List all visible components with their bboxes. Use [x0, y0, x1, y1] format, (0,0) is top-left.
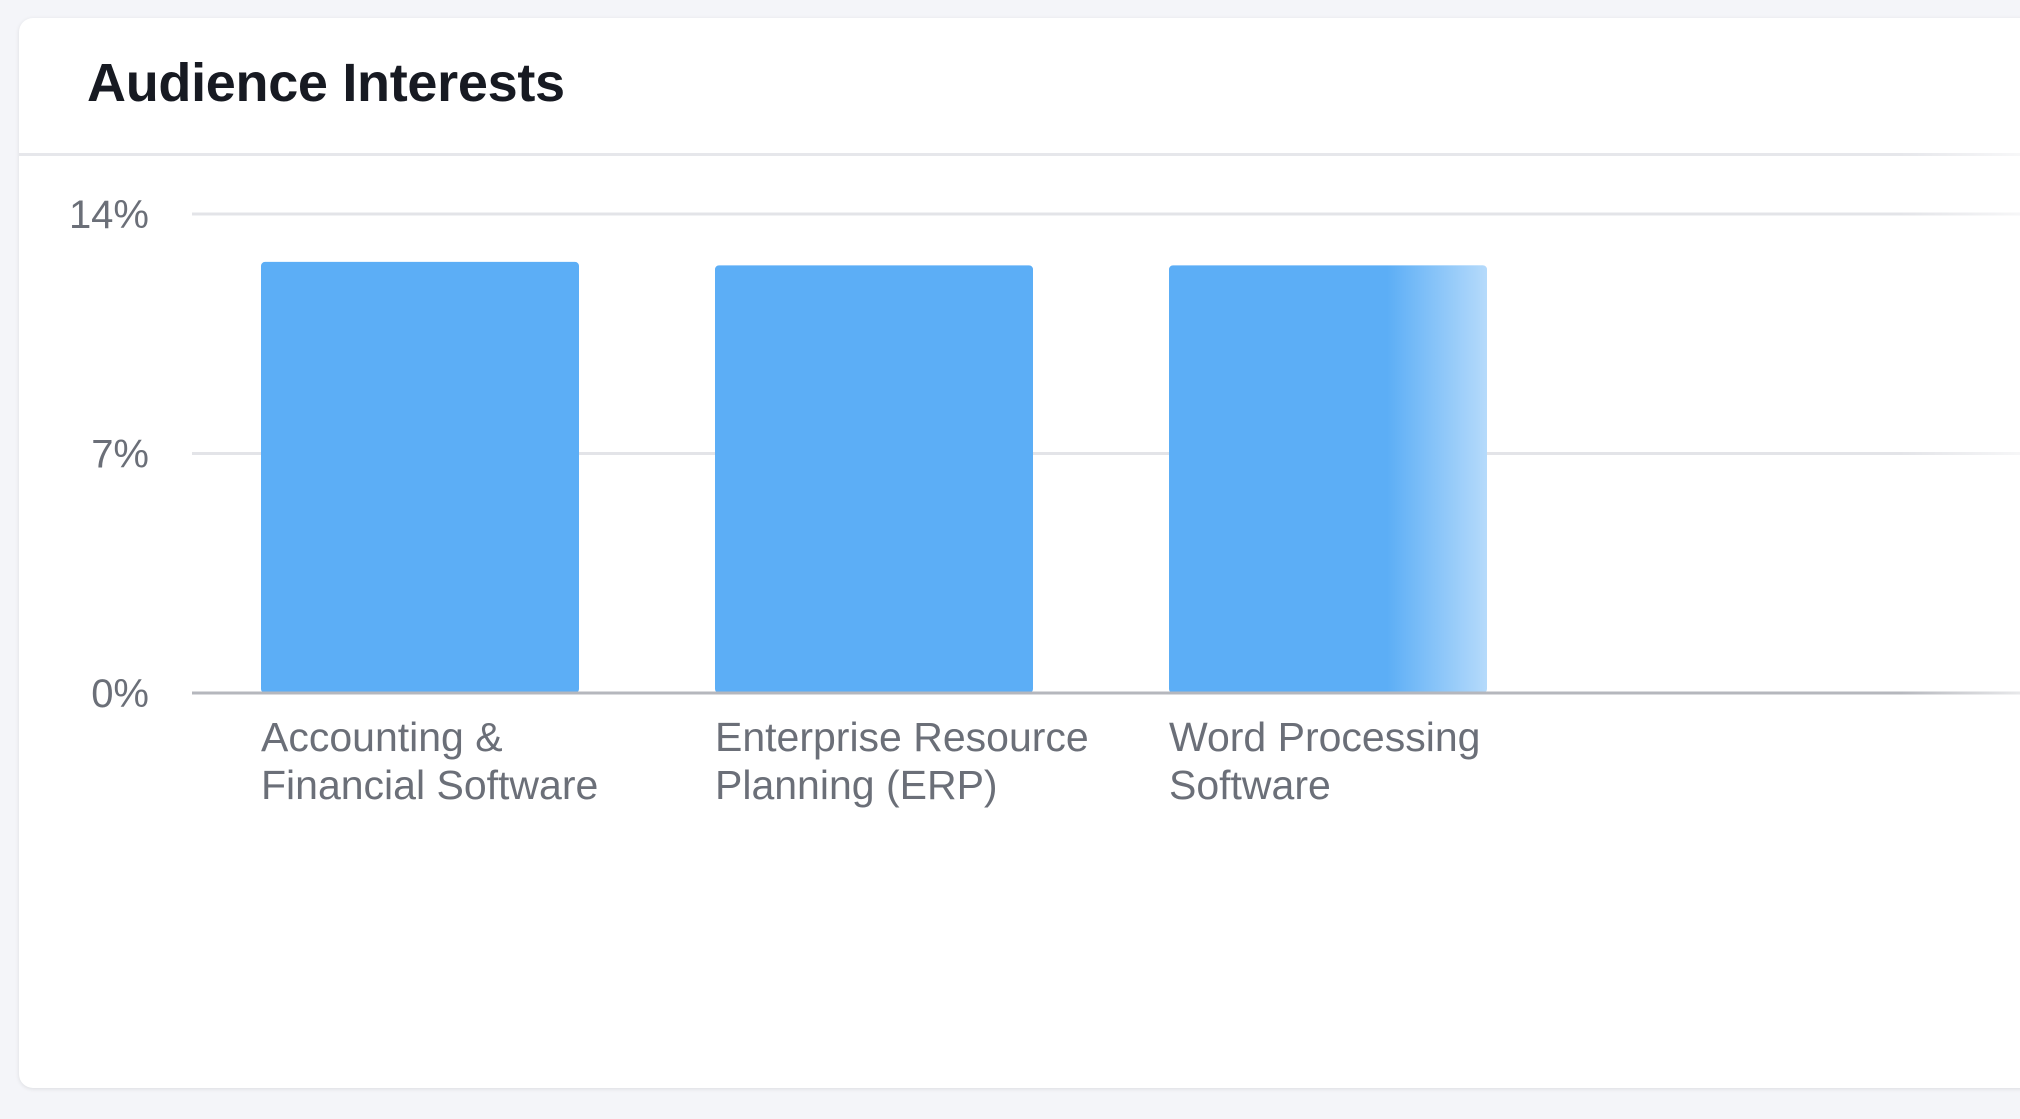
bars	[261, 261, 1487, 693]
x-category-label-0-line-0: Accounting &	[261, 714, 503, 760]
x-category-label-1: Enterprise Resource Planning (ERP)	[715, 714, 1089, 808]
y-tick-label-0: 0%	[91, 672, 149, 716]
x-category-label-1-line-1: Planning (ERP)	[715, 762, 998, 808]
x-category-label-0: Accounting & Financial Software	[261, 714, 598, 808]
bar-2-fade	[1387, 265, 1487, 693]
x-category-label-2-line-1: Software	[1169, 762, 1331, 808]
audience-interests-card: Audience Interests 0% 7% 14% Accounting & F…	[19, 18, 2020, 1088]
x-category-label-2: Word Processing Software	[1169, 714, 1480, 808]
y-axis-ticks: 0% 7% 14%	[69, 193, 149, 716]
x-axis-category-labels: Accounting & Financial Software Enterprise…	[261, 714, 1480, 808]
audience-interests-bar-chart: 0% 7% 14% Accounting & Financial Software En…	[69, 193, 2020, 808]
card-title: Audience Interests	[87, 53, 565, 113]
y-tick-label-1: 7%	[91, 433, 149, 477]
bar-1[interactable]	[715, 265, 1033, 693]
bar-0[interactable]	[261, 261, 579, 693]
card-header: Audience Interests	[19, 18, 2020, 156]
x-category-label-0-line-1: Financial Software	[261, 762, 598, 808]
x-category-label-1-line-0: Enterprise Resource	[715, 714, 1089, 760]
y-tick-label-2: 14%	[69, 193, 149, 237]
x-category-label-2-line-0: Word Processing	[1169, 714, 1480, 760]
